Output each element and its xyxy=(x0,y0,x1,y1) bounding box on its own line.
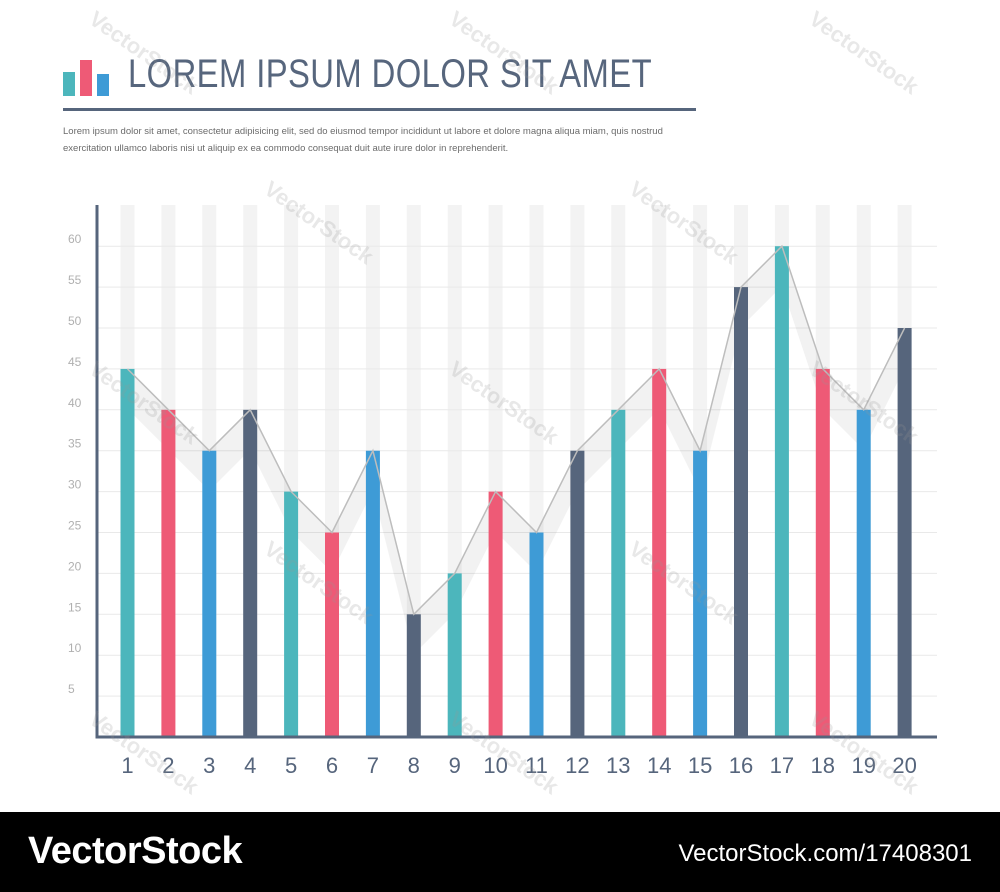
line-shadow xyxy=(495,491,537,573)
logo-bar-3 xyxy=(97,74,109,96)
bar xyxy=(774,246,789,737)
x-tick-label: 18 xyxy=(811,753,835,778)
brand-logo[interactable]: VectorStock xyxy=(28,830,243,872)
x-tick-label: 11 xyxy=(525,753,548,778)
title-divider xyxy=(63,108,696,111)
bar xyxy=(815,368,830,737)
y-tick-label: 50 xyxy=(68,314,82,328)
bar xyxy=(120,368,135,737)
logo-bar-2 xyxy=(80,60,92,96)
y-tick-label: 55 xyxy=(68,273,82,287)
x-tick-label: 5 xyxy=(285,753,297,778)
y-tick-label: 30 xyxy=(68,478,82,492)
line-shadow xyxy=(332,450,373,573)
x-tick-label: 6 xyxy=(326,753,338,778)
x-tick-label: 12 xyxy=(565,753,589,778)
line-shadow xyxy=(291,491,332,573)
image-credit[interactable]: VectorStock.com/17408301 xyxy=(678,840,972,867)
bar xyxy=(570,450,585,737)
y-tick-label: 60 xyxy=(68,232,82,246)
y-tick-label: 10 xyxy=(68,641,82,655)
x-tick-label: 16 xyxy=(729,753,753,778)
bar xyxy=(693,450,708,737)
line-shadow xyxy=(413,573,455,655)
description-line-1: Lorem ipsum dolor sit amet, consectetur … xyxy=(63,126,663,137)
line-shadow xyxy=(250,409,292,532)
bar xyxy=(243,409,258,737)
line-shadow xyxy=(127,368,169,450)
x-tick-label: 13 xyxy=(606,753,630,778)
x-tick-label: 14 xyxy=(647,753,671,778)
line-shadow xyxy=(863,328,905,450)
x-tick-label: 7 xyxy=(367,753,379,778)
bar xyxy=(652,368,667,737)
line-shadow xyxy=(209,409,251,491)
trend-line xyxy=(126,244,906,616)
bar xyxy=(447,573,462,737)
x-tick-label: 15 xyxy=(688,753,712,778)
y-tick-label: 5 xyxy=(68,682,75,696)
description: Lorem ipsum dolor sit amet, consectetur … xyxy=(63,123,703,157)
page: LOREM IPSUM DOLOR SIT AMET Lorem ipsum d… xyxy=(63,5,937,800)
x-tick-label: 1 xyxy=(121,753,133,778)
page-title: LOREM IPSUM DOLOR SIT AMET xyxy=(128,52,653,96)
bar xyxy=(365,450,380,737)
line-shadow xyxy=(659,368,701,491)
y-tick-label: 45 xyxy=(68,355,82,369)
y-tick-label: 15 xyxy=(68,600,82,614)
bar xyxy=(611,409,626,737)
bar xyxy=(325,532,339,737)
line-shadow xyxy=(781,246,823,409)
y-tick-label: 25 xyxy=(68,519,82,533)
x-tick-label: 2 xyxy=(162,753,174,778)
bar xyxy=(161,409,176,737)
bar xyxy=(488,491,503,737)
description-line-2: exercitation ullamco laboris nisi ut ali… xyxy=(63,143,509,154)
x-tick-label: 3 xyxy=(203,753,215,778)
x-tick-label: 20 xyxy=(892,753,916,778)
y-tick-label: 40 xyxy=(68,396,82,410)
line-shadow xyxy=(741,246,782,328)
bar xyxy=(897,328,912,737)
bar xyxy=(406,614,421,737)
line-shadow xyxy=(700,287,741,491)
y-tick-label: 35 xyxy=(68,437,82,451)
bar xyxy=(856,409,871,737)
x-tick-label: 9 xyxy=(449,753,461,778)
bar xyxy=(529,532,544,737)
footer-bar: VectorStock VectorStock.com/17408301 xyxy=(0,812,1000,892)
line-shadow xyxy=(372,450,414,655)
bar xyxy=(734,287,748,737)
x-tick-label: 17 xyxy=(770,753,794,778)
line-shadow xyxy=(168,409,210,491)
background-column xyxy=(406,205,421,737)
x-tick-label: 19 xyxy=(851,753,875,778)
line-shadow xyxy=(577,409,619,491)
logo-bar-1 xyxy=(63,72,75,96)
bar-chart-icon xyxy=(63,58,113,96)
x-tick-label: 10 xyxy=(483,753,507,778)
bar xyxy=(284,491,299,737)
line-shadow xyxy=(536,450,578,573)
line-shadow xyxy=(454,491,496,614)
x-tick-label: 4 xyxy=(244,753,256,778)
bar xyxy=(202,450,217,737)
y-tick-label: 20 xyxy=(68,559,82,573)
line-shadow xyxy=(618,368,660,450)
line-shadow xyxy=(822,368,864,450)
x-tick-label: 8 xyxy=(408,753,420,778)
